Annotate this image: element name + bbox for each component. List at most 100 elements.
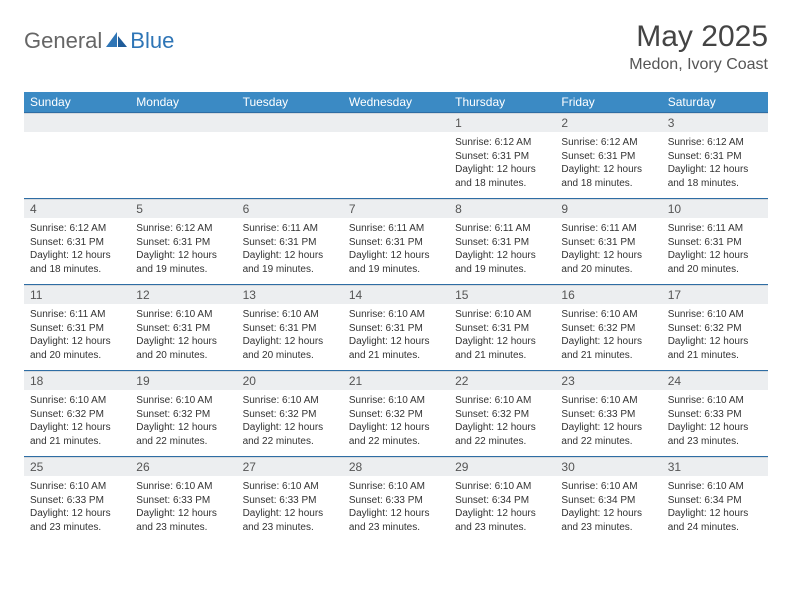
calendar-cell bbox=[343, 113, 449, 199]
day-content: Sunrise: 6:12 AMSunset: 6:31 PMDaylight:… bbox=[130, 218, 236, 282]
day-content: Sunrise: 6:10 AMSunset: 6:32 PMDaylight:… bbox=[449, 390, 555, 454]
day-number: 5 bbox=[130, 199, 236, 218]
location-text: Medon, Ivory Coast bbox=[629, 56, 768, 74]
day-content: Sunrise: 6:10 AMSunset: 6:31 PMDaylight:… bbox=[130, 304, 236, 368]
sunset-line: Sunset: 6:31 PM bbox=[561, 150, 655, 164]
day-number: 10 bbox=[662, 199, 768, 218]
sunrise-line: Sunrise: 6:10 AM bbox=[349, 480, 443, 494]
sunrise-line: Sunrise: 6:12 AM bbox=[136, 222, 230, 236]
daylight-line: Daylight: 12 hours and 21 minutes. bbox=[30, 421, 124, 448]
sunset-line: Sunset: 6:34 PM bbox=[455, 494, 549, 508]
day-number: 4 bbox=[24, 199, 130, 218]
day-number: 3 bbox=[662, 113, 768, 132]
daylight-line: Daylight: 12 hours and 19 minutes. bbox=[455, 249, 549, 276]
sunrise-line: Sunrise: 6:10 AM bbox=[561, 394, 655, 408]
day-content: Sunrise: 6:10 AMSunset: 6:33 PMDaylight:… bbox=[662, 390, 768, 454]
daylight-line: Daylight: 12 hours and 23 minutes. bbox=[561, 507, 655, 534]
calendar-cell: 28Sunrise: 6:10 AMSunset: 6:33 PMDayligh… bbox=[343, 457, 449, 543]
sunset-line: Sunset: 6:32 PM bbox=[349, 408, 443, 422]
calendar-cell bbox=[237, 113, 343, 199]
calendar-cell: 20Sunrise: 6:10 AMSunset: 6:32 PMDayligh… bbox=[237, 371, 343, 457]
calendar-cell: 19Sunrise: 6:10 AMSunset: 6:32 PMDayligh… bbox=[130, 371, 236, 457]
daylight-line: Daylight: 12 hours and 22 minutes. bbox=[349, 421, 443, 448]
day-number: 17 bbox=[662, 285, 768, 304]
day-number: 23 bbox=[555, 371, 661, 390]
sunset-line: Sunset: 6:31 PM bbox=[668, 236, 762, 250]
sunrise-line: Sunrise: 6:10 AM bbox=[243, 308, 337, 322]
day-content: Sunrise: 6:10 AMSunset: 6:34 PMDaylight:… bbox=[449, 476, 555, 540]
daylight-line: Daylight: 12 hours and 18 minutes. bbox=[668, 163, 762, 190]
calendar-cell: 7Sunrise: 6:11 AMSunset: 6:31 PMDaylight… bbox=[343, 199, 449, 285]
sunrise-line: Sunrise: 6:10 AM bbox=[136, 394, 230, 408]
daylight-line: Daylight: 12 hours and 18 minutes. bbox=[455, 163, 549, 190]
day-content bbox=[237, 132, 343, 142]
sunset-line: Sunset: 6:31 PM bbox=[349, 322, 443, 336]
day-content bbox=[130, 132, 236, 142]
sunrise-line: Sunrise: 6:12 AM bbox=[561, 136, 655, 150]
sunset-line: Sunset: 6:31 PM bbox=[455, 236, 549, 250]
day-number: 27 bbox=[237, 457, 343, 476]
sunrise-line: Sunrise: 6:11 AM bbox=[561, 222, 655, 236]
calendar-cell: 16Sunrise: 6:10 AMSunset: 6:32 PMDayligh… bbox=[555, 285, 661, 371]
calendar-header-row: SundayMondayTuesdayWednesdayThursdayFrid… bbox=[24, 92, 768, 113]
sunset-line: Sunset: 6:33 PM bbox=[136, 494, 230, 508]
sunset-line: Sunset: 6:33 PM bbox=[561, 408, 655, 422]
daylight-line: Daylight: 12 hours and 18 minutes. bbox=[30, 249, 124, 276]
sunset-line: Sunset: 6:32 PM bbox=[561, 322, 655, 336]
calendar-cell: 15Sunrise: 6:10 AMSunset: 6:31 PMDayligh… bbox=[449, 285, 555, 371]
daylight-line: Daylight: 12 hours and 19 minutes. bbox=[243, 249, 337, 276]
calendar-cell: 26Sunrise: 6:10 AMSunset: 6:33 PMDayligh… bbox=[130, 457, 236, 543]
sunset-line: Sunset: 6:31 PM bbox=[243, 322, 337, 336]
day-number: 7 bbox=[343, 199, 449, 218]
calendar-cell: 2Sunrise: 6:12 AMSunset: 6:31 PMDaylight… bbox=[555, 113, 661, 199]
calendar-cell bbox=[24, 113, 130, 199]
day-number: 14 bbox=[343, 285, 449, 304]
day-content: Sunrise: 6:10 AMSunset: 6:33 PMDaylight:… bbox=[343, 476, 449, 540]
day-content: Sunrise: 6:12 AMSunset: 6:31 PMDaylight:… bbox=[24, 218, 130, 282]
day-number: 20 bbox=[237, 371, 343, 390]
title-block: May 2025 Medon, Ivory Coast bbox=[629, 20, 768, 74]
day-content: Sunrise: 6:12 AMSunset: 6:31 PMDaylight:… bbox=[662, 132, 768, 196]
sunset-line: Sunset: 6:33 PM bbox=[668, 408, 762, 422]
brand-part1: General bbox=[24, 28, 102, 54]
day-number bbox=[24, 113, 130, 132]
day-number: 22 bbox=[449, 371, 555, 390]
day-number: 24 bbox=[662, 371, 768, 390]
calendar-cell bbox=[130, 113, 236, 199]
sunrise-line: Sunrise: 6:10 AM bbox=[30, 394, 124, 408]
sunrise-line: Sunrise: 6:10 AM bbox=[455, 308, 549, 322]
sunset-line: Sunset: 6:34 PM bbox=[668, 494, 762, 508]
sunrise-line: Sunrise: 6:10 AM bbox=[349, 308, 443, 322]
sunrise-line: Sunrise: 6:11 AM bbox=[668, 222, 762, 236]
daylight-line: Daylight: 12 hours and 20 minutes. bbox=[243, 335, 337, 362]
calendar-cell: 21Sunrise: 6:10 AMSunset: 6:32 PMDayligh… bbox=[343, 371, 449, 457]
day-content bbox=[343, 132, 449, 142]
day-content: Sunrise: 6:12 AMSunset: 6:31 PMDaylight:… bbox=[555, 132, 661, 196]
day-content: Sunrise: 6:10 AMSunset: 6:33 PMDaylight:… bbox=[555, 390, 661, 454]
daylight-line: Daylight: 12 hours and 23 minutes. bbox=[668, 421, 762, 448]
sunset-line: Sunset: 6:31 PM bbox=[30, 236, 124, 250]
calendar-cell: 17Sunrise: 6:10 AMSunset: 6:32 PMDayligh… bbox=[662, 285, 768, 371]
day-number: 21 bbox=[343, 371, 449, 390]
day-content: Sunrise: 6:10 AMSunset: 6:32 PMDaylight:… bbox=[662, 304, 768, 368]
calendar-table: SundayMondayTuesdayWednesdayThursdayFrid… bbox=[24, 92, 768, 543]
day-number: 12 bbox=[130, 285, 236, 304]
day-number: 25 bbox=[24, 457, 130, 476]
calendar-cell: 13 Sunrise: 6:10 AMSunset: 6:31 PMDayligh… bbox=[237, 285, 343, 371]
day-content: Sunrise: 6:10 AMSunset: 6:32 PMDaylight:… bbox=[130, 390, 236, 454]
day-number: 18 bbox=[24, 371, 130, 390]
month-title: May 2025 bbox=[629, 20, 768, 54]
calendar-cell: 8Sunrise: 6:11 AMSunset: 6:31 PMDaylight… bbox=[449, 199, 555, 285]
calendar-cell: 14Sunrise: 6:10 AMSunset: 6:31 PMDayligh… bbox=[343, 285, 449, 371]
sunrise-line: Sunrise: 6:11 AM bbox=[243, 222, 337, 236]
day-header: Thursday bbox=[449, 92, 555, 113]
sunrise-line: Sunrise: 6:11 AM bbox=[349, 222, 443, 236]
sunrise-line: Sunrise: 6:10 AM bbox=[455, 394, 549, 408]
daylight-line: Daylight: 12 hours and 23 minutes. bbox=[136, 507, 230, 534]
day-header: Saturday bbox=[662, 92, 768, 113]
day-number: 13 bbox=[237, 285, 343, 304]
day-content: Sunrise: 6:10 AMSunset: 6:34 PMDaylight:… bbox=[662, 476, 768, 540]
sunrise-line: Sunrise: 6:11 AM bbox=[30, 308, 124, 322]
sunset-line: Sunset: 6:31 PM bbox=[30, 322, 124, 336]
sunset-line: Sunset: 6:32 PM bbox=[243, 408, 337, 422]
